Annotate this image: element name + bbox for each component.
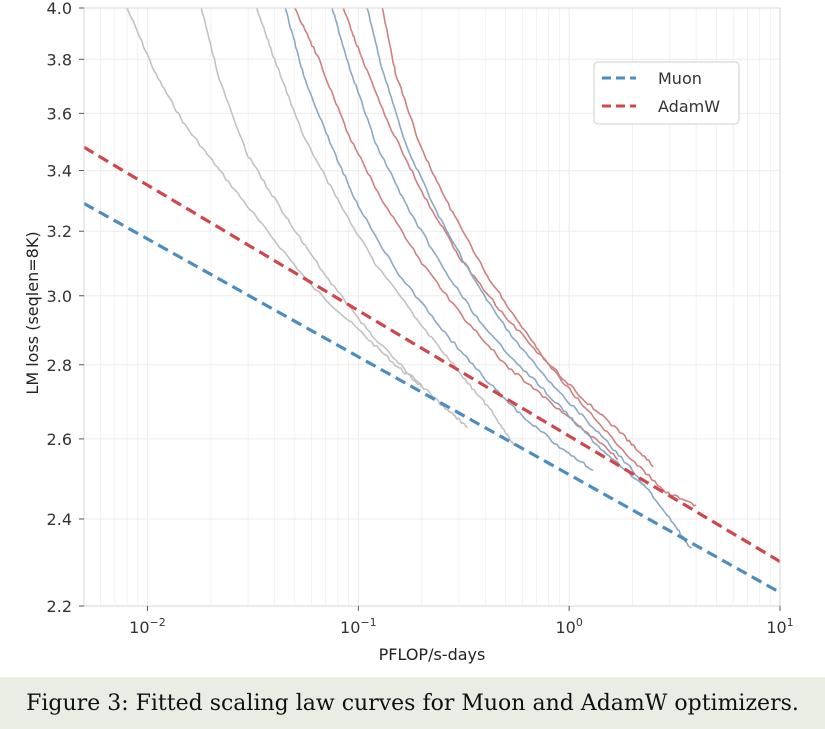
y-tick-label: 3.6 [47, 104, 72, 123]
fitted-lines [83, 145, 781, 594]
adamw-loss-curve [342, 7, 654, 468]
figure-caption: Figure 3: Fitted scaling law curves for … [26, 691, 799, 716]
grid [83, 7, 781, 607]
x-tick-label: 10−1 [340, 616, 377, 637]
muon-loss-curve [366, 7, 692, 549]
legend-muon-label: Muon [658, 69, 702, 88]
y-tick-label: 4.0 [47, 0, 72, 18]
y-axis-title: LM loss (seqlen=8K) [23, 231, 42, 394]
y-tick-label: 2.4 [47, 510, 72, 529]
y-tick-label: 2.2 [47, 597, 72, 616]
x-tick-label: 100 [555, 616, 582, 637]
y-tick-label: 3.8 [47, 50, 72, 69]
x-tick-label: 10−2 [129, 616, 166, 637]
legend: Muon AdamW [593, 61, 740, 125]
gray-loss-curve [200, 7, 469, 429]
gray-loss-curve [256, 7, 516, 447]
y-tick-label: 3.0 [47, 287, 72, 306]
muon-fit-line [83, 202, 781, 594]
plot-frame [83, 7, 781, 607]
chart: 2.2 2.4 2.6 2.8 3.0 3.2 3.4 3.6 3.8 4.0 10−2 10−1 10… [23, 0, 794, 664]
y-tick-label: 3.2 [47, 222, 72, 241]
y-tick-label: 2.6 [47, 430, 72, 449]
y-tick-label: 2.8 [47, 356, 72, 375]
figure-panel: 2.2 2.4 2.6 2.8 3.0 3.2 3.4 3.6 3.8 4.0 10−2 10−1 10… [0, 0, 825, 677]
muon-loss-curve [331, 7, 646, 487]
x-axis-title: PFLOP/s-days [379, 645, 486, 664]
adamw-loss-curve [294, 7, 619, 461]
x-tick-label: 101 [766, 616, 793, 637]
loss-curves [126, 7, 697, 549]
muon-loss-curve [284, 7, 594, 472]
legend-adamw-label: AdamW [658, 97, 720, 116]
gray-loss-curve [126, 7, 423, 388]
y-tick-label: 3.4 [47, 162, 72, 181]
adamw-loss-curve [381, 7, 697, 507]
